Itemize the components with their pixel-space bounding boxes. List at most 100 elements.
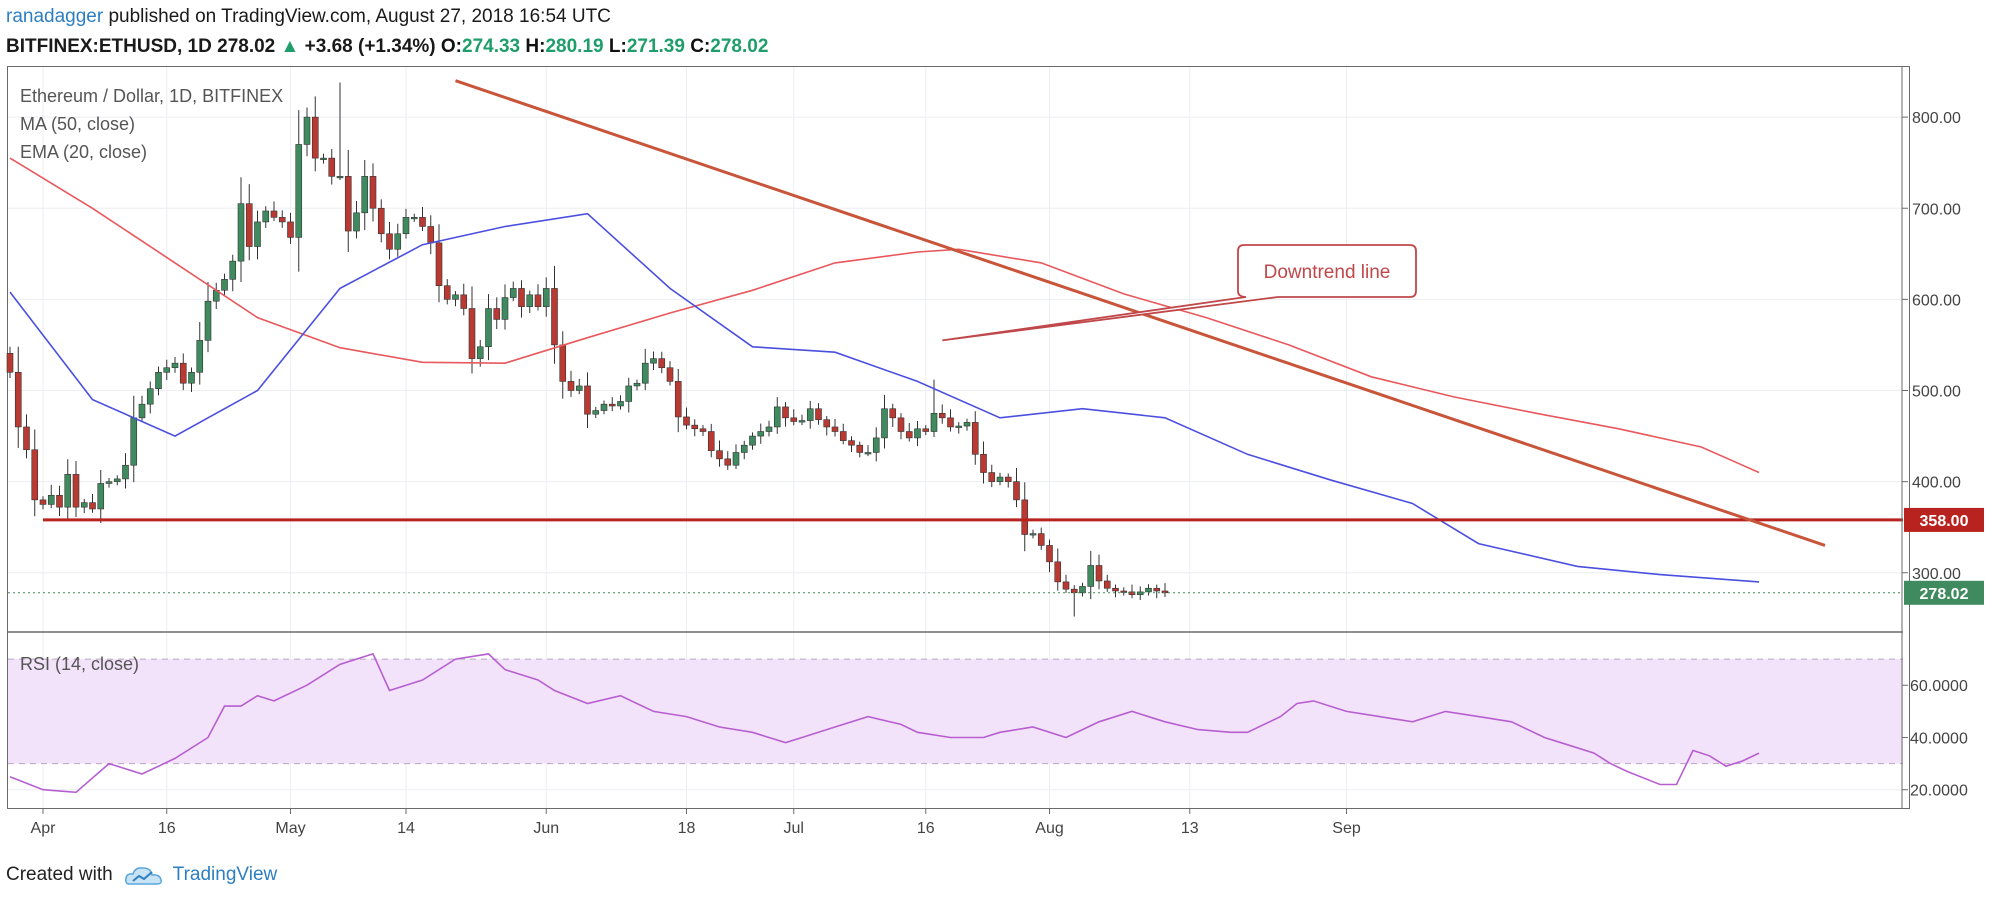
candle-down: [435, 242, 443, 287]
candle-down: [1021, 499, 1029, 535]
candle-down: [848, 440, 855, 446]
candle-up: [394, 233, 402, 250]
high-label: H:: [525, 36, 546, 57]
candle-up: [996, 476, 1004, 482]
candle-up: [188, 371, 195, 384]
candle-up: [64, 474, 72, 508]
candle-down: [922, 428, 930, 432]
candle-up: [155, 371, 162, 389]
time-tick-label: 16: [158, 820, 176, 837]
symbol-info: BITFINEX:ETHUSD, 1D 278.02 ▲ +3.68 (+1.3…: [6, 36, 768, 58]
candle-up: [930, 412, 938, 432]
candle-up: [237, 203, 245, 262]
candle-up: [320, 157, 327, 160]
price-change: +3.68 (+1.34%): [304, 36, 436, 57]
symbol-label: BITFINEX:ETHUSD, 1D: [6, 36, 212, 57]
candle-up: [575, 385, 583, 391]
candle-up: [171, 362, 179, 369]
candle-down: [1062, 581, 1070, 590]
close-value: 278.02: [710, 36, 769, 57]
price-tick-label: 700.00: [1912, 201, 1961, 218]
candle-down: [460, 294, 468, 309]
time-tick-label: 18: [678, 820, 696, 837]
candle-down: [278, 217, 286, 223]
candle-up: [963, 422, 971, 427]
candle-down: [856, 444, 864, 453]
chart-frame[interactable]: [7, 66, 1910, 809]
candle-down: [493, 308, 501, 320]
candle-down: [14, 371, 22, 428]
candle-up: [204, 300, 212, 341]
candle-down: [889, 408, 897, 419]
candle-up: [864, 452, 872, 455]
candle-down: [1046, 545, 1053, 563]
rsi-axis: 60.0000 40.0000 20.0000: [1902, 678, 1968, 800]
candle-down: [518, 288, 525, 307]
candle-up: [955, 425, 963, 428]
rsi-tick-label: 40.0000: [1910, 730, 1968, 747]
candle-up: [773, 406, 781, 428]
downtrend-annotation[interactable]: Downtrend line: [942, 244, 1417, 342]
tradingview-link[interactable]: TradingView: [172, 864, 278, 885]
candle-up: [262, 210, 270, 223]
candle-down: [328, 157, 336, 177]
candle-down: [559, 344, 567, 382]
time-tick-label: 16: [917, 820, 935, 837]
candle-up: [163, 367, 171, 373]
low-value: 271.39: [626, 36, 685, 57]
candle-up: [617, 401, 624, 407]
candle-up: [757, 431, 765, 437]
price-tick-label: 300.00: [1912, 566, 1961, 583]
candle-down: [287, 221, 294, 238]
callout-label: Downtrend line: [1264, 262, 1391, 283]
ma50-line: [9, 157, 1760, 474]
candle-down: [179, 362, 187, 384]
candle-up: [452, 294, 459, 300]
legend-ma: MA (50, close): [20, 114, 135, 134]
candle-down: [683, 416, 690, 426]
candle-down: [815, 408, 822, 420]
last-price: 278.02: [217, 36, 276, 57]
candle-up: [641, 362, 649, 384]
candle-down: [716, 450, 723, 460]
candle-up: [146, 388, 154, 405]
candle-down: [947, 417, 954, 428]
rsi-tick-label: 60.0000: [1910, 678, 1968, 695]
publish-info: ranadagger published on TradingView.com,…: [6, 6, 611, 28]
candle-down: [419, 217, 426, 227]
time-tick-label: May: [275, 820, 305, 837]
candle-up: [501, 297, 509, 320]
candle-up: [295, 144, 303, 238]
candle-up: [740, 444, 748, 453]
candle-up: [122, 464, 129, 480]
ema20-line: [9, 212, 1760, 583]
candle-down: [89, 502, 96, 510]
candle-down: [691, 424, 699, 430]
candle-down: [386, 233, 393, 250]
support-price-tag: 358.00: [1904, 507, 1984, 532]
candle-up: [410, 217, 418, 220]
candle-up: [749, 435, 756, 446]
candle-up: [1029, 533, 1037, 536]
candle-down: [971, 422, 979, 455]
candle-up: [196, 340, 204, 373]
candle-down: [608, 403, 616, 407]
rsi-band: [8, 659, 1903, 764]
candle-down: [980, 453, 987, 473]
candle-down: [443, 285, 451, 300]
candle-up: [47, 495, 55, 505]
candle-up: [476, 346, 484, 359]
time-tick-label: Jul: [784, 820, 804, 837]
author-link[interactable]: ranadagger: [6, 6, 104, 27]
support-tag-bg: [1904, 507, 1984, 532]
price-axis: 800.00 700.00 600.00 500.00 400.00 300.00: [1902, 110, 1961, 583]
candle-up: [1087, 565, 1095, 587]
time-tick-label: 14: [397, 820, 415, 837]
candle-down: [534, 294, 542, 307]
open-value: 274.33: [462, 36, 521, 57]
candle-up: [221, 279, 228, 291]
candle-down: [988, 472, 996, 482]
candle-down: [31, 449, 39, 501]
candle-down: [699, 428, 707, 432]
